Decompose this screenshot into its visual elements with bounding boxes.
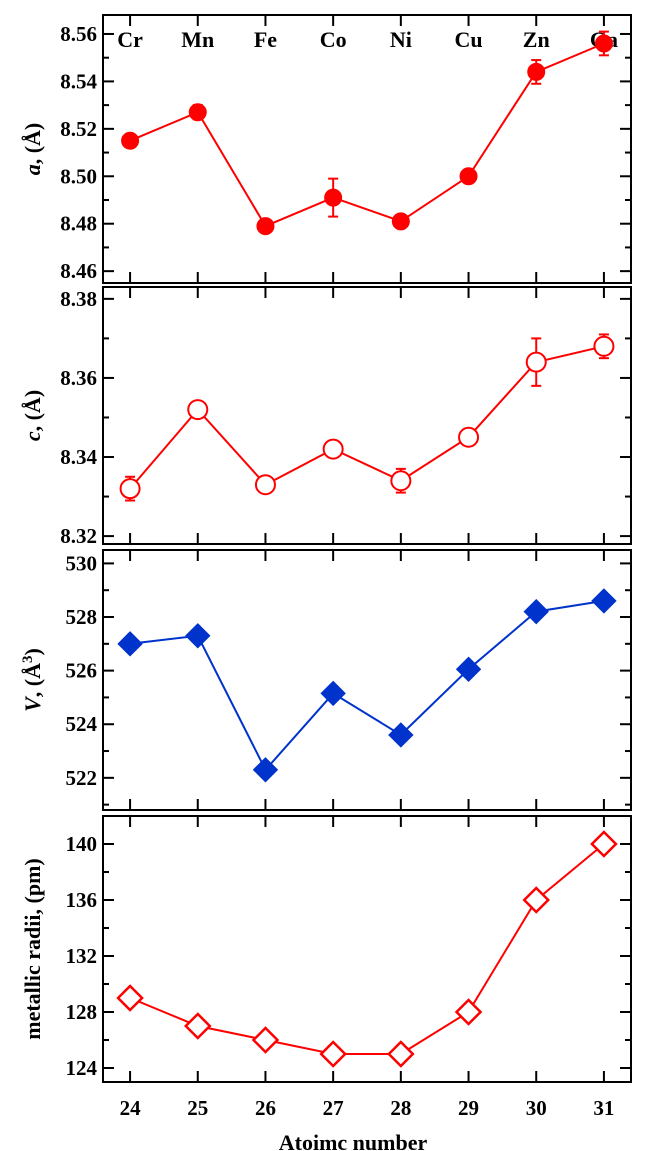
data-point: [256, 217, 275, 236]
series-line: [129, 599, 605, 772]
y-axis-title: V, (Å3): [20, 648, 45, 712]
y-tick-label: 140: [66, 832, 98, 856]
panel-2: 8.32 8.34 8.36 8.38: [60, 286, 632, 548]
x-tick-label: 24: [120, 1096, 142, 1120]
data-point: [121, 131, 140, 150]
element-label-mn: Mn: [181, 27, 214, 52]
data-point: [319, 1040, 347, 1068]
y-tick-label: 128: [66, 1000, 98, 1024]
y-tick-label: 522: [66, 766, 98, 790]
data-point: [119, 478, 141, 500]
data-point: [594, 34, 613, 53]
data-point: [251, 1026, 280, 1054]
y-tick-label: 8.34: [60, 445, 97, 469]
data-point: [591, 588, 617, 614]
data-point: [390, 470, 412, 492]
x-tick-label: 29: [458, 1096, 479, 1120]
panel-frame: [102, 549, 632, 811]
data-point: [522, 886, 550, 914]
series-line: [129, 42, 605, 228]
data-point: [116, 984, 144, 1012]
data-point: [185, 623, 211, 649]
panel-frame: [102, 815, 632, 1083]
y-tick-label: 8.38: [60, 287, 97, 311]
element-label-co: Co: [320, 27, 347, 52]
y-axis-title: c, (Å): [20, 390, 45, 441]
y-tick-label: 132: [66, 944, 98, 968]
data-point: [527, 62, 546, 81]
y-tick-label: 8.50: [60, 164, 97, 188]
data-point: [593, 335, 615, 357]
series-line: [129, 345, 605, 490]
element-label-fe: Fe: [254, 27, 277, 52]
y-tick-label: 8.54: [60, 69, 97, 93]
data-point: [387, 1040, 415, 1068]
element-label-cu: Cu: [454, 27, 482, 52]
element-label-ni: Ni: [390, 27, 412, 52]
data-point: [458, 426, 480, 448]
data-point: [455, 656, 482, 682]
y-axis-title: metallic radii, (pm): [20, 858, 45, 1039]
panel-1: 8.468.488.508.528.548.56CrMnFeCoNiCuZnGa: [60, 14, 632, 284]
data-point: [254, 474, 276, 496]
x-tick-label: 31: [593, 1096, 614, 1120]
y-tick-label: 530: [66, 551, 98, 575]
y-tick-label: 8.48: [60, 212, 97, 236]
data-point: [188, 103, 207, 122]
data-point: [117, 631, 143, 657]
x-tick-label: 30: [526, 1096, 547, 1120]
data-point: [525, 351, 547, 373]
data-point: [388, 722, 414, 748]
data-point: [324, 188, 343, 207]
panel-4: 124 128 132 136 140 24 25 26 27 28 29 30 31 Atoimc nu…: [66, 815, 632, 1151]
x-tick-label: 26: [255, 1096, 276, 1120]
y-tick-label: 136: [66, 888, 98, 912]
panel-frame: [102, 14, 632, 284]
data-point: [322, 438, 344, 460]
data-point: [252, 757, 279, 783]
y-tick-label: 524: [66, 712, 98, 736]
data-point: [459, 167, 478, 186]
data-point: [391, 212, 410, 231]
x-tick-label: 27: [323, 1096, 344, 1120]
panel-3: 522 524 526 528 530: [66, 549, 632, 811]
data-point: [454, 998, 483, 1026]
data-point: [320, 680, 346, 707]
data-point: [523, 598, 549, 625]
x-tick-label: 25: [187, 1096, 208, 1120]
y-tick-label: 8.32: [60, 524, 97, 548]
x-tick-label: 28: [390, 1096, 411, 1120]
y-tick-label: 528: [66, 605, 98, 629]
panel-frame: [102, 286, 632, 545]
element-label-cr: Cr: [117, 27, 143, 52]
y-tick-label: 8.56: [60, 22, 97, 46]
y-tick-label: 526: [66, 659, 98, 683]
y-tick-label: 124: [66, 1056, 98, 1080]
data-point: [187, 399, 209, 421]
y-axis-title: a, (Å): [20, 123, 45, 176]
y-tick-label: 8.36: [60, 366, 97, 390]
data-point: [184, 1012, 212, 1040]
y-tick-label: 8.52: [60, 117, 97, 141]
y-tick-label: 8.46: [60, 259, 97, 283]
x-axis-title: Atoimc number: [279, 1130, 428, 1151]
element-label-zn: Zn: [523, 27, 550, 52]
data-point: [590, 830, 618, 858]
